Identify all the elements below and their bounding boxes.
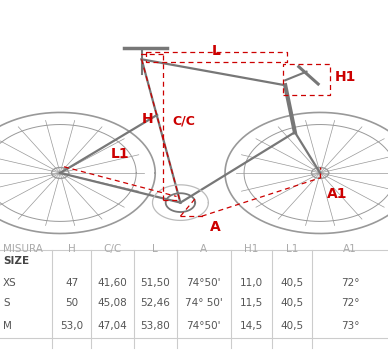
Text: 74°50': 74°50': [187, 277, 221, 288]
Text: 51,50: 51,50: [140, 277, 170, 288]
Text: A1: A1: [343, 244, 357, 254]
Text: 53,0: 53,0: [60, 321, 83, 331]
Text: A1: A1: [327, 187, 348, 201]
Text: H1: H1: [244, 244, 258, 254]
Text: L: L: [212, 44, 221, 58]
Text: 45,08: 45,08: [98, 298, 127, 308]
Text: 40,5: 40,5: [281, 277, 303, 288]
Text: 40,5: 40,5: [281, 298, 303, 308]
Text: 14,5: 14,5: [240, 321, 263, 331]
Text: L: L: [152, 244, 158, 254]
Text: 72°: 72°: [341, 277, 359, 288]
Text: 11,0: 11,0: [240, 277, 263, 288]
Text: 47: 47: [65, 277, 78, 288]
Text: 52,46: 52,46: [140, 298, 170, 308]
Text: L1: L1: [111, 148, 130, 161]
Text: C/C: C/C: [103, 244, 122, 254]
Text: L1: L1: [286, 244, 298, 254]
Text: S: S: [3, 298, 10, 308]
Text: 47,04: 47,04: [98, 321, 127, 331]
Text: SIZE: SIZE: [3, 256, 29, 267]
Text: 72°: 72°: [341, 298, 359, 308]
Text: 40,5: 40,5: [281, 321, 303, 331]
Text: H: H: [68, 244, 76, 254]
Text: M: M: [3, 321, 12, 331]
Text: C/C: C/C: [173, 115, 196, 127]
Text: 41,60: 41,60: [98, 277, 127, 288]
Text: 11,5: 11,5: [240, 298, 263, 308]
Text: H1: H1: [334, 70, 356, 84]
Text: 53,80: 53,80: [140, 321, 170, 331]
Text: 73°: 73°: [341, 321, 359, 331]
Text: A: A: [200, 244, 207, 254]
Text: 50: 50: [65, 298, 78, 308]
Text: 74°50': 74°50': [187, 321, 221, 331]
Text: MISURA: MISURA: [3, 244, 43, 254]
Text: 74° 50': 74° 50': [185, 298, 223, 308]
Text: XS: XS: [3, 277, 17, 288]
Text: H: H: [142, 112, 153, 126]
Text: A: A: [210, 220, 221, 234]
